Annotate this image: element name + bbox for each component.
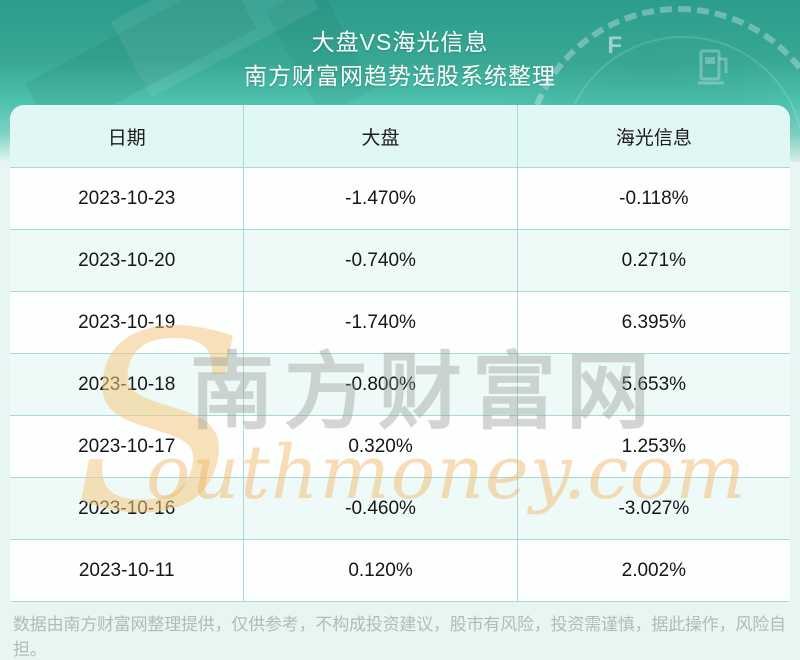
cell-date: 2023-10-11 xyxy=(78,559,175,581)
table-row: 2023-10-20 -0.740% 0.271% xyxy=(10,230,790,292)
cell-market-change: 0.120% xyxy=(243,540,516,601)
cell-stock-change: 0.271% xyxy=(516,230,790,291)
cell-market-change: -0.740% xyxy=(243,230,516,291)
cell-stock-change: -0.118% xyxy=(516,168,790,229)
cell-date: 2023-10-18 xyxy=(78,373,176,395)
cell-date: 2023-10-20 xyxy=(78,249,176,271)
table-row: 2023-10-16 -0.460% -3.027% xyxy=(10,478,790,540)
fuel-gauge-full-label: F xyxy=(607,32,622,59)
cell-stock-change: 1.253% xyxy=(516,416,790,477)
page-title: 大盘VS海光信息 xyxy=(311,29,489,55)
table-row: 2023-10-11 0.120% 2.002% xyxy=(10,540,790,602)
table-row: 2023-10-19 -1.740% 6.395% xyxy=(10,292,790,354)
cell-market-change: -1.470% xyxy=(243,168,516,229)
column-header-stock: 海光信息 xyxy=(516,105,790,167)
cell-stock-change: 6.395% xyxy=(516,292,790,353)
table-row: 2023-10-17 0.320% 1.253% xyxy=(10,416,790,478)
column-header-market: 大盘 xyxy=(243,105,516,167)
fuel-pump-icon xyxy=(698,49,728,85)
cell-date: 2023-10-16 xyxy=(78,497,176,519)
table-header-row: 日期 大盘 海光信息 xyxy=(10,105,790,168)
cell-stock-change: 2.002% xyxy=(516,540,790,601)
column-header-date: 日期 xyxy=(107,127,146,149)
table-row: 2023-10-23 -1.470% -0.118% xyxy=(10,168,790,230)
cell-market-change: 0.320% xyxy=(243,416,516,477)
cell-date: 2023-10-19 xyxy=(78,311,176,333)
cell-market-change: -0.460% xyxy=(243,478,516,539)
cell-date: 2023-10-17 xyxy=(78,435,176,457)
cell-date: 2023-10-23 xyxy=(78,187,176,209)
comparison-table: 日期 大盘 海光信息 2023-10-23 -1.470% -0.118% 20… xyxy=(10,105,790,602)
page-subtitle: 南方财富网趋势选股系统整理 xyxy=(244,63,556,89)
table-row: 2023-10-18 -0.800% 5.653% xyxy=(10,354,790,416)
footer: 数据由南方财富网整理提供，仅供参考，不构成投资建议，股市有风险，投资需谨慎，据此… xyxy=(0,600,800,659)
cell-stock-change: -3.027% xyxy=(516,478,790,539)
disclaimer-text: 数据由南方财富网整理提供，仅供参考，不构成投资建议，股市有风险，投资需谨慎，据此… xyxy=(13,615,786,659)
cell-market-change: -0.800% xyxy=(243,354,516,415)
cell-stock-change: 5.653% xyxy=(516,354,790,415)
cell-market-change: -1.740% xyxy=(243,292,516,353)
